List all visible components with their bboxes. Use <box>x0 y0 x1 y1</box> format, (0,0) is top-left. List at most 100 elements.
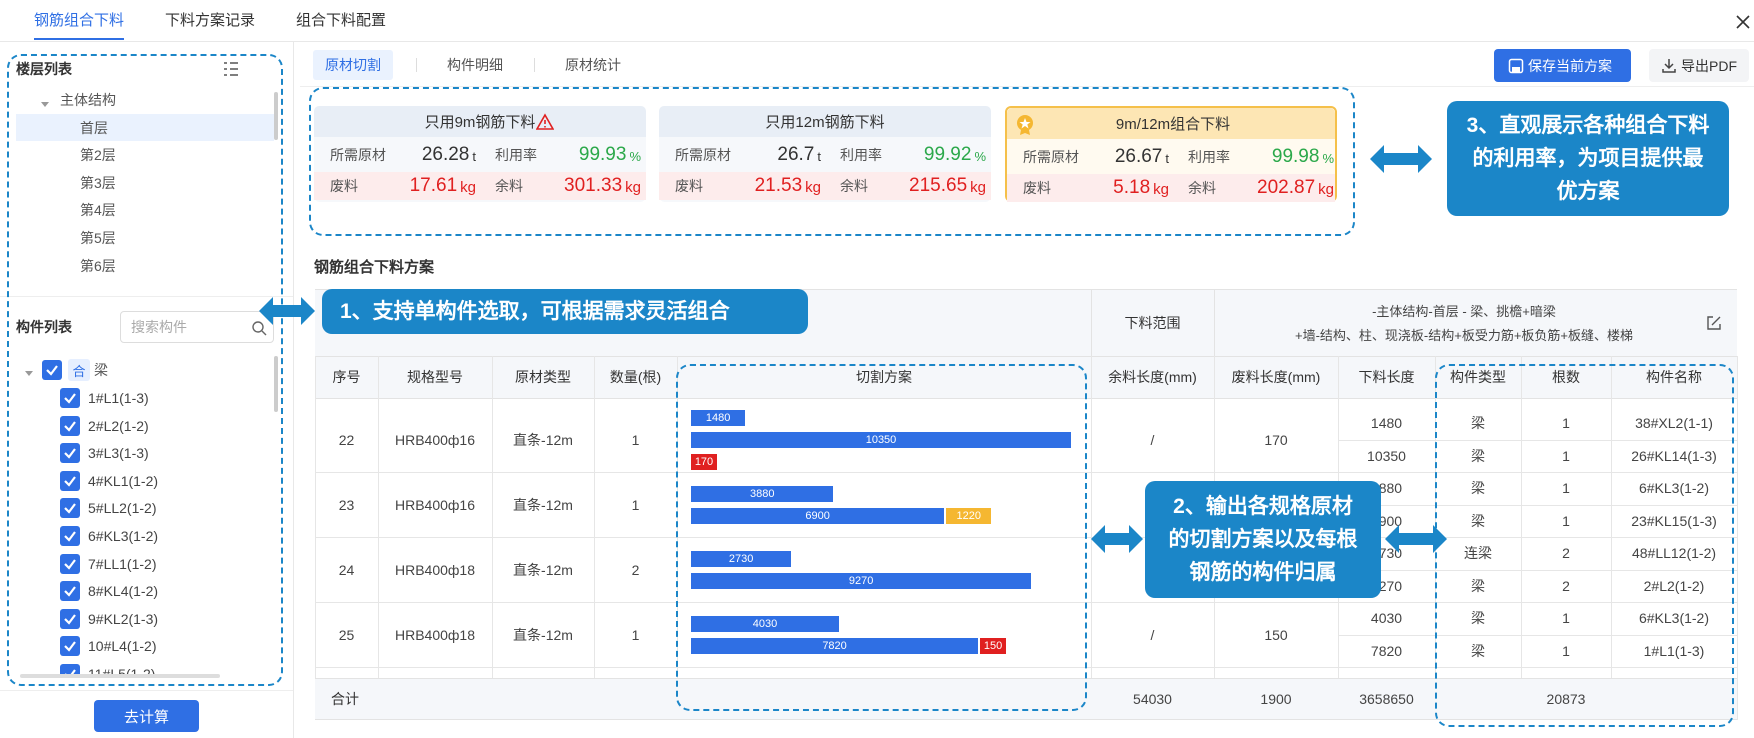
stat-unit: kg <box>805 179 821 196</box>
cell-spec: HRB400ф18 <box>394 626 475 643</box>
item-checkbox[interactable] <box>60 526 80 546</box>
left-panel-border <box>293 42 294 738</box>
sub-tab[interactable]: 原材统计 <box>565 57 621 73</box>
top-tab[interactable]: 下料方案记录 <box>165 11 256 29</box>
sub-tab[interactable]: 原材切割 <box>313 50 393 80</box>
component-scrollbar <box>274 356 278 412</box>
save-button[interactable]: 保存当前方案 <box>1494 49 1631 82</box>
component-item[interactable]: 1#L1(1-3) <box>88 390 149 406</box>
floor-item[interactable]: 第5层 <box>80 229 116 246</box>
range-text: -主体结构-首层 - 梁、挑檐+暗梁 <box>1372 303 1556 319</box>
item-checkbox-icon <box>60 526 80 546</box>
component-item[interactable]: 3#L3(1-3) <box>88 445 149 462</box>
stat-value: 99.98 <box>1271 146 1320 167</box>
cut-bar: 6900 <box>691 507 945 524</box>
double-arrow-icon <box>1385 525 1447 553</box>
component-item[interactable]: 7#LL1(1-2) <box>88 555 157 572</box>
range-cell-border <box>1091 289 1092 356</box>
cell-spec: HRB400ф16 <box>394 431 475 448</box>
stat-value: 202.87 <box>1257 177 1316 198</box>
double-arrow <box>1385 524 1447 554</box>
waste-row-bg <box>1007 174 1335 202</box>
component-item[interactable]: 9#KL2(1-3) <box>88 610 159 627</box>
stat-unit: t <box>1165 151 1169 166</box>
column-header: 下料长度 <box>1358 369 1415 385</box>
double-arrow-icon <box>1370 145 1432 173</box>
item-checkbox[interactable] <box>60 581 80 602</box>
stat-value: 99.93 <box>578 144 627 165</box>
item-checkbox[interactable] <box>60 636 80 657</box>
save-icon-icon <box>1508 58 1524 74</box>
sub-tab[interactable]: 构件明细 <box>447 57 503 73</box>
stat-value-box: 5.18 kg <box>1077 176 1169 200</box>
search-box[interactable]: 搜索构件 <box>120 311 274 343</box>
close-button[interactable] <box>1734 13 1752 31</box>
warning-icon-icon <box>535 113 555 130</box>
item-checkbox-icon <box>60 664 80 674</box>
item-checkbox[interactable] <box>60 664 80 674</box>
item-checkbox-icon <box>60 498 80 519</box>
cell-stock: 直条-12m <box>513 431 573 448</box>
tab-divider <box>0 41 1754 42</box>
component-item[interactable]: 4#KL1(1-2) <box>88 472 159 489</box>
piece-kind: 连梁 <box>1464 545 1492 562</box>
row-border <box>315 537 1737 538</box>
floor-item[interactable]: 第3层 <box>80 174 116 191</box>
item-checkbox[interactable] <box>60 388 80 408</box>
cell-stock: 直条-12m <box>513 496 573 513</box>
component-item[interactable]: 11#L5(1-2) <box>88 666 156 674</box>
item-checkbox[interactable] <box>60 470 80 491</box>
component-item[interactable]: 10#L4(1-2) <box>88 638 157 655</box>
item-checkbox-icon <box>60 443 80 464</box>
item-checkbox[interactable] <box>60 553 80 574</box>
row-border <box>315 667 1737 668</box>
top-tab[interactable]: 组合下料配置 <box>296 11 387 29</box>
piece-length: 10350 <box>1367 447 1406 464</box>
cut-bar: 9270 <box>691 572 1032 589</box>
card-title: 9m/12m组合下料 <box>1115 116 1231 133</box>
item-checkbox[interactable] <box>60 443 80 464</box>
column-header: 数量(根) <box>609 369 662 385</box>
item-checkbox[interactable] <box>60 415 80 436</box>
piece-kind: 梁 <box>1471 610 1485 627</box>
double-arrow <box>1370 144 1432 174</box>
group-checkbox[interactable] <box>42 360 62 380</box>
h-scrollbar <box>20 674 220 678</box>
stat-value-box: 99.92% <box>894 143 986 167</box>
cut-bar: 1220 <box>946 507 992 524</box>
cut-bar: 170 <box>691 453 717 470</box>
cut-bar: 7820 <box>691 637 979 654</box>
stat-value: 26.7 <box>777 144 815 165</box>
stat-label: 利用率 <box>1188 149 1230 165</box>
group-name: 梁 <box>94 362 108 378</box>
piece-count: 2 <box>1562 545 1570 562</box>
component-item[interactable]: 8#KL4(1-2) <box>88 583 159 600</box>
component-item[interactable]: 2#L2(1-2) <box>88 417 149 434</box>
export-button[interactable]: 导出PDF <box>1649 49 1749 82</box>
floor-item[interactable]: 首层 <box>80 119 108 136</box>
component-item[interactable]: 6#KL3(1-2) <box>88 528 159 544</box>
cell-remain: / <box>1150 626 1155 643</box>
item-checkbox[interactable] <box>60 608 80 629</box>
result-card: 只用9m钢筋下料 所需原材 26.28 t 利用率 99.93% 废料 17.61 kg 余料 30… <box>314 106 646 202</box>
callout: 3、直观展示各种组合下料的利用率，为项目提供最优方案 <box>1447 101 1729 216</box>
stat-value: 21.53 <box>754 175 803 196</box>
item-checkbox[interactable] <box>60 498 80 519</box>
cell-spec: HRB400ф16 <box>394 496 475 513</box>
piece-length: 1480 <box>1370 415 1403 432</box>
piece-highlight <box>1435 364 1734 727</box>
floor-item[interactable]: 第2层 <box>80 147 116 164</box>
tree-root[interactable]: 主体结构 <box>60 92 116 108</box>
piece-length: 7820 <box>1370 642 1403 659</box>
column-header: 废料长度(mm) <box>1231 369 1321 385</box>
sub-row-border <box>1338 504 1737 506</box>
cell-remain: / <box>1150 431 1155 448</box>
calc-button[interactable]: 去计算 <box>94 700 199 732</box>
piece-count: 2 <box>1562 577 1570 594</box>
floor-item[interactable]: 第6层 <box>80 257 116 274</box>
component-item[interactable]: 5#LL2(1-2) <box>88 500 157 517</box>
floor-item[interactable]: 第4层 <box>80 202 116 219</box>
top-tab[interactable]: 钢筋组合下料 <box>34 11 125 29</box>
piece-count: 1 <box>1562 512 1570 529</box>
row-border <box>315 472 1737 473</box>
